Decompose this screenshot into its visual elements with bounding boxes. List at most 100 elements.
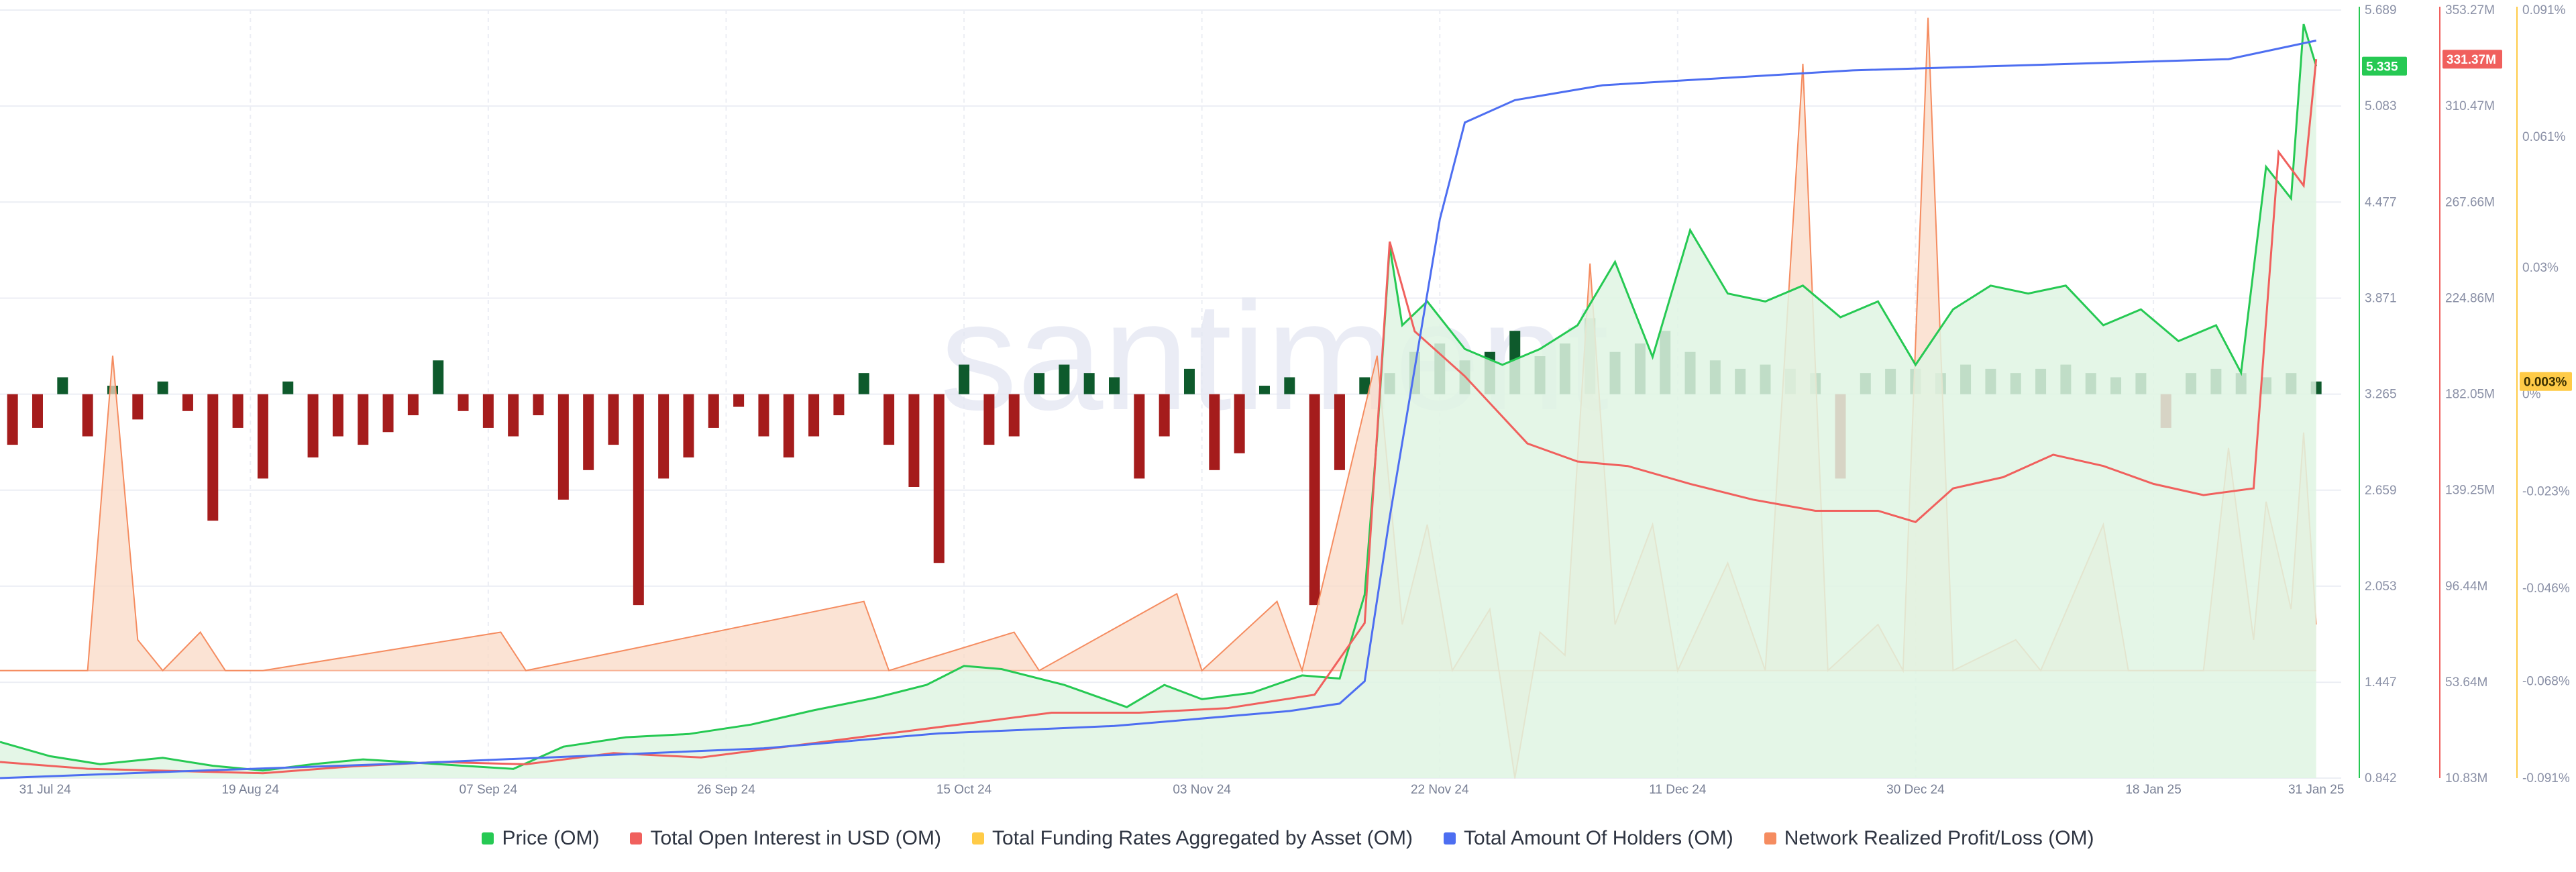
open_interest-tick-label: 353.27M bbox=[2445, 3, 2495, 17]
funding-rate-bar bbox=[82, 394, 93, 437]
funding-rate-bar bbox=[1034, 373, 1045, 394]
legend-label: Price (OM) bbox=[502, 827, 600, 849]
funding_rate-tick-label: 0.03% bbox=[2522, 261, 2559, 275]
funding-rate-bar bbox=[232, 394, 244, 428]
funding-rate-bar bbox=[7, 394, 18, 445]
funding-rate-bar bbox=[1334, 394, 1345, 470]
funding-rate-bar bbox=[1309, 394, 1320, 606]
funding-rate-bar bbox=[983, 394, 995, 445]
funding-rate-bar bbox=[833, 394, 845, 416]
funding_rate-tick-label: -0.068% bbox=[2522, 674, 2570, 688]
open_interest-tick-label: 10.83M bbox=[2445, 771, 2487, 785]
funding-rate-bar bbox=[758, 394, 769, 437]
funding-rate-bar bbox=[157, 381, 168, 394]
profit-loss-area bbox=[0, 17, 2316, 778]
open_interest-current-badge bbox=[2443, 50, 2502, 69]
funding-rate-bar bbox=[358, 394, 369, 445]
legend-label: Total Funding Rates Aggregated by Asset … bbox=[991, 827, 1413, 849]
legend-item[interactable]: Total Open Interest in USD (OM) bbox=[630, 827, 941, 850]
funding-rate-bar bbox=[433, 360, 444, 394]
funding-rate-bar bbox=[908, 394, 920, 487]
funding-rate-bar bbox=[533, 394, 544, 416]
funding-rate-bar bbox=[132, 394, 144, 420]
chart-svg[interactable]: santiment 31 Jul 24 19 Aug 24 07 Sep 24 26 … bbox=[0, 0, 2576, 818]
funding-rate-bar bbox=[407, 394, 419, 416]
funding-rate-bar bbox=[182, 394, 193, 411]
x-tick-label: 07 Sep 24 bbox=[460, 783, 518, 797]
price-tick-label: 5.083 bbox=[2365, 99, 2397, 113]
funding_rate-tick-label: 0.091% bbox=[2522, 3, 2566, 17]
funding_rate-tick-label: -0.046% bbox=[2522, 582, 2570, 596]
funding_rate-tick-label: -0.091% bbox=[2522, 771, 2570, 785]
legend-item[interactable]: Total Funding Rates Aggregated by Asset … bbox=[971, 827, 1413, 850]
funding-rate-bar bbox=[959, 364, 970, 394]
x-tick-label: 03 Nov 24 bbox=[1173, 783, 1231, 797]
x-tick-label: 19 Aug 24 bbox=[221, 783, 279, 797]
price-tick-label: 2.659 bbox=[2365, 484, 2397, 498]
funding-rate-bar bbox=[683, 394, 694, 457]
funding-rate-bar bbox=[633, 394, 644, 606]
funding-rate-bar bbox=[858, 373, 869, 394]
funding-rate-bar bbox=[783, 394, 794, 457]
x-tick-label: 26 Sep 24 bbox=[697, 783, 755, 797]
x-tick-label: 11 Dec 24 bbox=[1649, 783, 1707, 797]
funding-rate-bar bbox=[808, 394, 820, 437]
legend-swatch bbox=[1764, 832, 1776, 844]
funding_rate-current-label: 0.003% bbox=[2524, 376, 2567, 390]
legend-swatch bbox=[630, 832, 643, 844]
funding-rate-bar bbox=[708, 394, 719, 428]
funding-rate-bar bbox=[1008, 394, 1020, 437]
funding-rate-bar bbox=[557, 394, 569, 500]
price-tick-label: 2.053 bbox=[2365, 580, 2397, 594]
funding-rate-bar bbox=[883, 394, 895, 445]
funding-rate-bar bbox=[508, 394, 519, 437]
legend-swatch bbox=[971, 832, 984, 844]
x-tick-label: 31 Jul 24 bbox=[19, 783, 72, 797]
funding-rate-bar bbox=[733, 394, 745, 407]
funding-rate-bar bbox=[608, 394, 619, 445]
open_interest-tick-label: 53.64M bbox=[2445, 675, 2487, 690]
legend-label: Total Open Interest in USD (OM) bbox=[650, 827, 941, 849]
price-current-label: 5.335 bbox=[2366, 60, 2398, 74]
price-tick-label: 1.447 bbox=[2365, 675, 2397, 690]
open_interest-tick-label: 224.86M bbox=[2445, 291, 2495, 305]
legend-label: Network Realized Profit/Loss (OM) bbox=[1784, 827, 2094, 849]
legend-label: Total Amount Of Holders (OM) bbox=[1463, 827, 1733, 849]
holders-line bbox=[0, 40, 2317, 779]
price-area bbox=[0, 24, 2316, 778]
funding_rate-tick-label: 0% bbox=[2522, 388, 2541, 402]
funding-rate-bar bbox=[1359, 377, 1371, 394]
price-tick-label: 3.871 bbox=[2365, 291, 2397, 305]
funding-rate-bar bbox=[332, 394, 343, 437]
funding-rate-bar bbox=[282, 381, 294, 394]
open_interest-tick-label: 139.25M bbox=[2445, 484, 2495, 498]
funding_rate-current-badge bbox=[2520, 372, 2572, 391]
x-tick-label: 22 Nov 24 bbox=[1411, 783, 1469, 797]
funding-rate-bar bbox=[1209, 394, 1220, 470]
funding-rate-bar bbox=[933, 394, 945, 563]
funding_rate-tick-label: -0.023% bbox=[2522, 484, 2570, 498]
funding-rate-bar bbox=[1059, 364, 1070, 394]
open_interest-tick-label: 96.44M bbox=[2445, 580, 2487, 594]
price-tick-label: 3.265 bbox=[2365, 388, 2397, 402]
price-current-badge bbox=[2362, 56, 2407, 76]
price-tick-label: 5.689 bbox=[2365, 3, 2397, 17]
funding-rate-bar bbox=[1134, 394, 1145, 479]
x-tick-label: 15 Oct 24 bbox=[936, 783, 992, 797]
open_interest-current-label: 331.37M bbox=[2447, 53, 2496, 67]
legend-item[interactable]: Price (OM) bbox=[482, 827, 599, 850]
x-tick-label: 31 Jan 25 bbox=[2288, 783, 2344, 797]
funding-rate-bar bbox=[1234, 394, 1245, 453]
legend-item[interactable]: Total Amount Of Holders (OM) bbox=[1443, 827, 1733, 850]
open_interest-tick-label: 182.05M bbox=[2445, 388, 2495, 402]
legend-swatch bbox=[1443, 832, 1456, 844]
legend-item[interactable]: Network Realized Profit/Loss (OM) bbox=[1764, 827, 2094, 850]
x-tick-label: 18 Jan 25 bbox=[2125, 783, 2181, 797]
funding-rate-bar bbox=[207, 394, 219, 521]
funding-rate-bar bbox=[57, 377, 68, 394]
legend-swatch bbox=[482, 832, 494, 844]
funding-rate-bar bbox=[1109, 377, 1120, 394]
funding-rate-bar bbox=[458, 394, 469, 411]
funding-rate-bar bbox=[583, 394, 594, 470]
